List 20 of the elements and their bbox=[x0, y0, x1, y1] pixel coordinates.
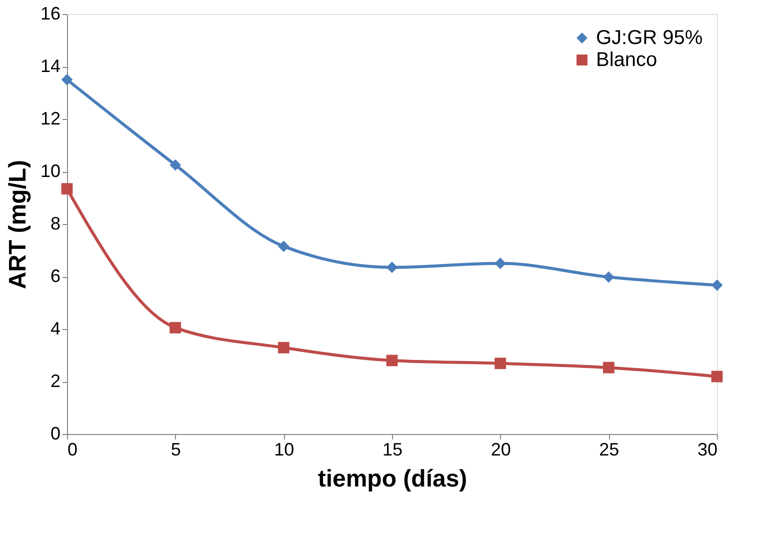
x-tick-label: 20 bbox=[490, 440, 511, 460]
y-tick-label: 6 bbox=[50, 266, 60, 286]
y-tick-label: 8 bbox=[50, 214, 60, 234]
y-tick-label: 14 bbox=[40, 56, 60, 76]
y-tick-label: 0 bbox=[50, 424, 60, 444]
x-tick-label: 15 bbox=[382, 440, 403, 460]
y-axis-title: ART (mg/L) bbox=[4, 160, 32, 290]
x-axis-title: tiempo (días) bbox=[318, 466, 468, 492]
legend-label: Blanco bbox=[596, 49, 658, 71]
x-tick-label: 0 bbox=[68, 440, 78, 460]
y-tick-label: 10 bbox=[40, 161, 60, 181]
y-tick-label: 12 bbox=[40, 108, 60, 128]
x-tick-label: 25 bbox=[599, 440, 620, 460]
x-tick-label: 30 bbox=[697, 440, 718, 460]
y-tick-label: 4 bbox=[50, 318, 60, 338]
y-tick-label: 2 bbox=[50, 371, 60, 391]
legend-label: GJ:GR 95% bbox=[596, 27, 703, 49]
x-tick-label: 10 bbox=[274, 440, 294, 460]
y-tick-label: 16 bbox=[40, 4, 60, 24]
x-tick-label: 5 bbox=[170, 440, 181, 460]
